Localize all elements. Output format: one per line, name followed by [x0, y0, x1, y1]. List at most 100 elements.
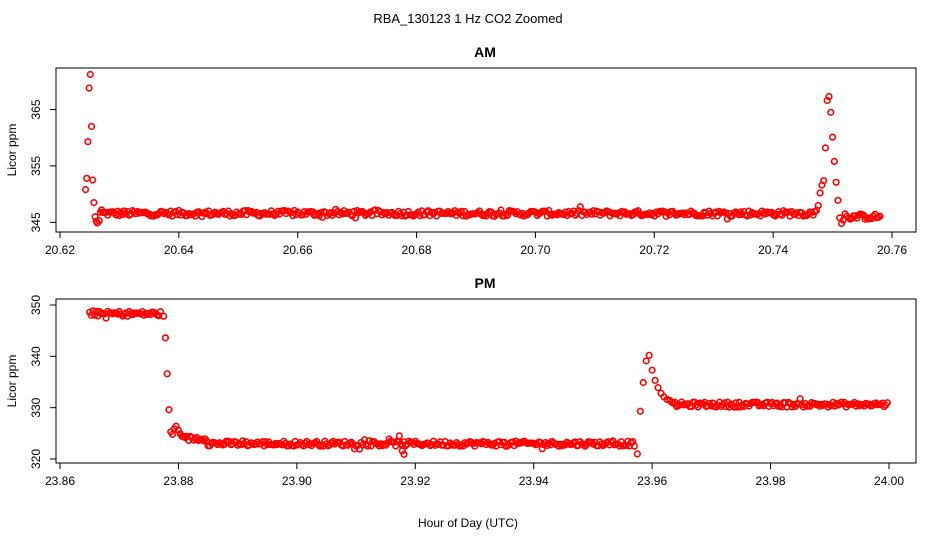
pm-data-point [850, 398, 859, 407]
am-data-point [722, 209, 730, 217]
am-data-point [576, 203, 584, 211]
am-data-point [876, 212, 884, 220]
am-x-axis: 20.62 20.64 20.66 20.68 20.70 20.72 20.74 20.76 [45, 231, 907, 257]
pm-data-points [86, 307, 891, 458]
am-data-point [90, 199, 98, 207]
am-data-point [91, 213, 99, 221]
am-data-point [809, 211, 817, 219]
am-data-point [81, 186, 90, 194]
am-data-point [414, 208, 422, 216]
pm-data-point [883, 399, 891, 407]
pm-data-point [633, 450, 641, 458]
pm-x-tick-label: 23.98 [756, 474, 786, 488]
am-data-point [112, 211, 120, 219]
am-data-point [816, 189, 824, 197]
am-data-point [839, 216, 847, 224]
am-data-points [81, 70, 884, 228]
am-data-point [825, 92, 833, 101]
pm-y-tick-label: 350 [29, 295, 43, 315]
pm-data-point [642, 357, 650, 365]
pm-data-point [431, 441, 439, 449]
am-y-axis-label: Licor ppm [5, 124, 19, 177]
pm-data-point [651, 376, 659, 385]
am-data-point [832, 178, 840, 186]
pm-y-tick-label: 340 [29, 346, 43, 366]
am-data-point [821, 144, 830, 152]
pm-y-tick-label: 320 [29, 449, 43, 469]
pm-x-tick-label: 23.92 [400, 474, 430, 488]
pm-data-point [161, 334, 169, 342]
pm-data-point [636, 407, 644, 415]
am-data-point [814, 201, 822, 210]
am-plot-frame [55, 67, 917, 233]
pm-x-tick-label: 24.00 [874, 474, 904, 488]
pm-x-tick-label: 23.90 [282, 474, 312, 488]
pm-data-point [550, 439, 558, 447]
am-data-point [191, 212, 199, 220]
am-x-tick-label: 20.74 [758, 243, 788, 257]
pm-data-point [237, 441, 245, 449]
am-data-point [87, 122, 96, 131]
pm-data-point [163, 370, 171, 378]
am-x-tick-label: 20.68 [402, 243, 432, 257]
am-data-point [119, 210, 127, 219]
pm-data-point [176, 430, 184, 438]
pm-data-point [558, 442, 566, 450]
am-data-point [97, 206, 106, 214]
pm-x-tick-label: 23.88 [163, 474, 193, 488]
am-x-tick-label: 20.64 [164, 243, 194, 257]
pm-data-point [630, 442, 638, 450]
pm-data-point [400, 450, 408, 458]
am-y-tick-label: 355 [29, 156, 43, 176]
pm-data-point [156, 308, 164, 316]
pm-data-point [401, 442, 410, 450]
am-x-tick-label: 20.66 [283, 243, 313, 257]
am-data-point [830, 157, 838, 166]
x-axis-label: Hour of Day (UTC) [418, 516, 518, 530]
pm-x-tick-label: 23.96 [637, 474, 667, 488]
pm-data-point [581, 442, 589, 450]
am-x-tick-label: 20.72 [639, 243, 669, 257]
am-data-point [828, 133, 837, 141]
am-data-point [475, 207, 484, 215]
pm-data-point [648, 366, 656, 374]
am-data-point [545, 206, 553, 215]
pm-x-axis: 23.86 23.88 23.90 23.92 23.94 23.96 23.98 24.00 [45, 462, 904, 488]
pm-data-point [666, 396, 674, 405]
am-x-tick-label: 20.70 [520, 243, 550, 257]
am-data-point [588, 210, 596, 218]
am-data-point [89, 176, 97, 184]
am-y-tick-label: 345 [29, 212, 43, 232]
pm-data-point [654, 384, 662, 392]
am-data-point [115, 211, 123, 220]
am-data-point [843, 212, 851, 220]
am-data-point [351, 214, 360, 222]
pm-data-point [395, 432, 403, 440]
pm-data-point [160, 312, 168, 320]
pm-data-point [645, 351, 653, 359]
pm-data-point [258, 438, 266, 446]
am-panel: AM Licor ppm 20.62 20.64 20.66 20.68 20.70 20… [5, 44, 917, 257]
am-data-point [198, 213, 206, 221]
am-data-point [85, 84, 93, 92]
pm-data-point [796, 395, 804, 403]
am-data-point [84, 138, 92, 146]
pm-panel: PM Licor ppm 23.86 23.88 23.90 23.92 23.94 23… [5, 275, 917, 488]
am-panel-title: AM [474, 44, 496, 60]
am-y-tick-label: 365 [29, 99, 43, 119]
pm-x-tick-label: 23.86 [45, 474, 75, 488]
am-data-point [520, 212, 528, 220]
am-data-point [820, 177, 828, 185]
pm-data-point [174, 426, 183, 434]
pm-data-point [398, 447, 406, 455]
pm-data-point [90, 311, 99, 319]
am-x-tick-label: 20.76 [877, 243, 907, 257]
figure-title: RBA_130123 1 Hz CO2 Zoomed [373, 11, 562, 26]
am-y-axis: 345 355 365 [29, 99, 57, 232]
pm-panel-title: PM [475, 275, 496, 291]
pm-y-axis-label: Licor ppm [5, 355, 19, 408]
am-data-point [827, 108, 835, 116]
pm-data-point [720, 399, 728, 407]
pm-y-tick-label: 330 [29, 397, 43, 417]
am-data-point [95, 217, 103, 225]
